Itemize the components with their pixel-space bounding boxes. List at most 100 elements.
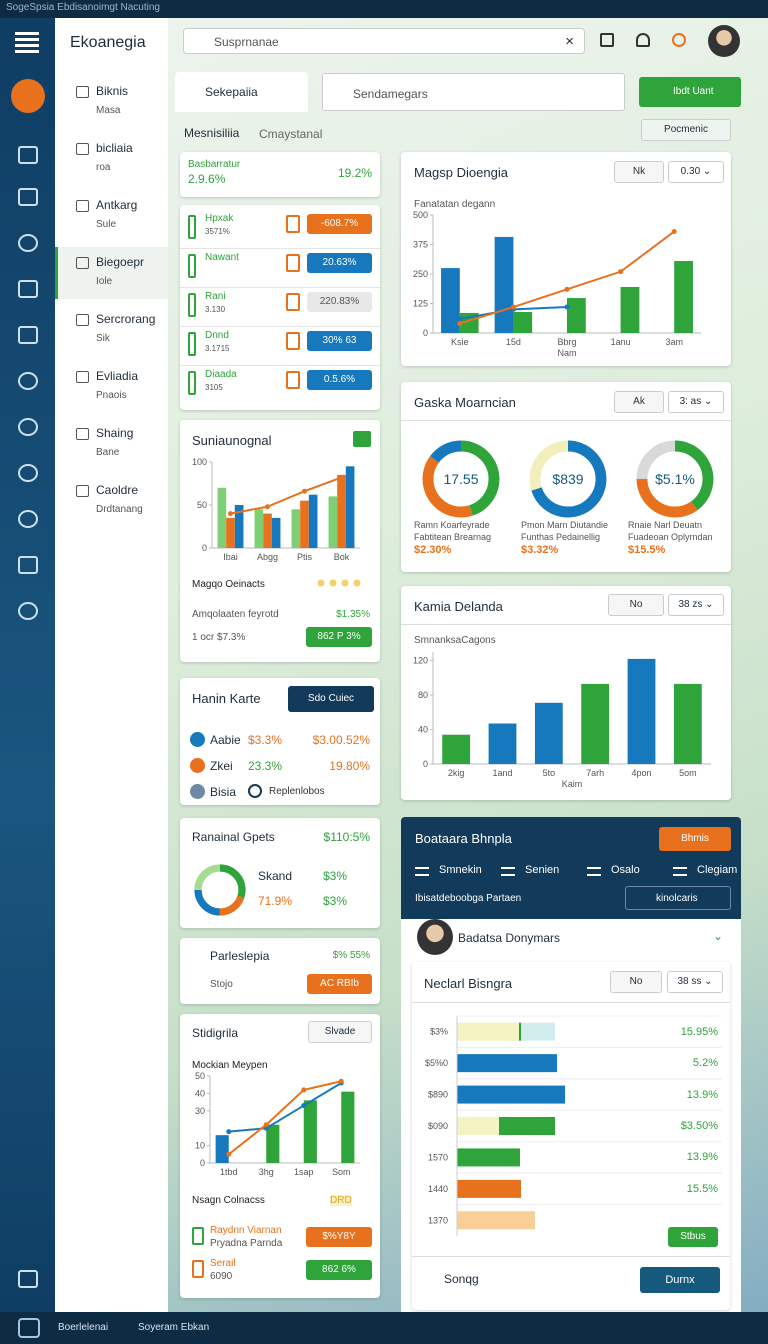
select[interactable]: 0.30 ⌄ bbox=[668, 161, 724, 183]
select-label: 0.30 bbox=[680, 166, 701, 177]
button[interactable]: Sdo Cuiec bbox=[288, 686, 374, 712]
button[interactable]: Slvade bbox=[308, 1021, 372, 1043]
menu-icon[interactable] bbox=[15, 32, 39, 35]
chip[interactable]: Nk bbox=[614, 161, 664, 183]
rail-icon[interactable] bbox=[18, 326, 38, 344]
icon[interactable] bbox=[600, 33, 614, 47]
nav-icon[interactable] bbox=[76, 428, 89, 440]
tab-label[interactable]: Clegiam bbox=[697, 864, 738, 876]
rail-icon[interactable] bbox=[18, 146, 38, 164]
tab-label[interactable]: Senien bbox=[525, 864, 560, 876]
rail-icon[interactable] bbox=[18, 556, 38, 574]
search-placeholder: Sendamegars bbox=[353, 87, 428, 101]
tab-icon[interactable] bbox=[501, 867, 515, 876]
nav-sub[interactable]: Iole bbox=[96, 276, 113, 287]
row-icon bbox=[188, 254, 196, 278]
button[interactable]: 862 P 3% bbox=[306, 627, 372, 647]
rail-icon[interactable] bbox=[18, 602, 38, 620]
row-label: Zkei bbox=[210, 759, 233, 773]
icon[interactable] bbox=[672, 33, 686, 47]
search-box-2[interactable]: Sendamegars bbox=[322, 73, 625, 111]
x-tick-label: Bbrg bbox=[557, 337, 576, 347]
primary-button[interactable]: Ibdt Uant bbox=[639, 77, 741, 107]
stidi-card: Stidigrila Slvade Mockian Meypen 0 10 30 40… bbox=[180, 1014, 380, 1298]
row-pill[interactable]: 20.63% bbox=[307, 253, 372, 273]
button[interactable]: Bhmis bbox=[659, 827, 731, 851]
button[interactable]: $%Y8Y bbox=[306, 1227, 372, 1247]
nav-sub[interactable]: Sik bbox=[96, 333, 110, 344]
nav-icon[interactable] bbox=[76, 143, 89, 155]
select[interactable]: 38 ss ⌄ bbox=[667, 971, 723, 993]
nav-label[interactable]: Antkarg bbox=[96, 198, 138, 212]
status-icon[interactable] bbox=[18, 1318, 40, 1338]
nav-icon[interactable] bbox=[76, 371, 89, 383]
row-icon bbox=[286, 293, 300, 311]
nav-label[interactable]: Caoldre bbox=[96, 483, 139, 497]
row-value: $3.00.52% bbox=[312, 733, 370, 747]
rail-icon[interactable] bbox=[18, 510, 38, 528]
search-box[interactable]: Susprnanae × bbox=[183, 28, 585, 54]
rail-icon[interactable] bbox=[18, 280, 38, 298]
tab-icon[interactable] bbox=[673, 867, 687, 876]
nav-icon[interactable] bbox=[76, 86, 89, 98]
rail-icon[interactable] bbox=[18, 234, 38, 252]
rail-icon[interactable] bbox=[18, 188, 38, 206]
chip[interactable]: Ak bbox=[614, 391, 664, 413]
point bbox=[618, 269, 624, 275]
nav-icon[interactable] bbox=[76, 257, 89, 269]
chip[interactable]: No bbox=[608, 594, 664, 616]
chart: 0 10 30 40 50 1tbd 3hg 1sap Som bbox=[195, 1071, 360, 1177]
row-pill[interactable]: 220.83% bbox=[307, 292, 372, 312]
tab-label[interactable]: Smnekin bbox=[439, 864, 482, 876]
apps-icon[interactable] bbox=[18, 1270, 38, 1288]
nav-sub[interactable]: Drdtanang bbox=[96, 504, 143, 515]
button[interactable]: Pocmenic bbox=[641, 119, 731, 141]
nav-sub[interactable]: Masa bbox=[96, 105, 121, 116]
clear-icon[interactable]: × bbox=[565, 33, 574, 50]
nav-sub[interactable]: roa bbox=[96, 162, 111, 173]
button[interactable]: Stbus bbox=[668, 1227, 718, 1247]
row-pill[interactable]: -608.7% bbox=[307, 214, 372, 234]
button[interactable]: Durnx bbox=[640, 1267, 720, 1293]
x-tick-label: Ksie bbox=[451, 337, 469, 347]
nav-label[interactable]: Evliadia bbox=[96, 369, 139, 383]
nav-label[interactable]: Shaing bbox=[96, 426, 134, 440]
bar bbox=[345, 466, 355, 548]
nav-sub[interactable]: Sule bbox=[96, 219, 117, 230]
avatar[interactable] bbox=[708, 25, 740, 57]
select[interactable]: 3: as ⌄ bbox=[668, 391, 724, 413]
chip[interactable]: No bbox=[610, 971, 662, 993]
tab[interactable]: Sekepaiia bbox=[175, 72, 308, 112]
nav-icon[interactable] bbox=[76, 314, 89, 326]
nav-icon[interactable] bbox=[76, 200, 89, 212]
nav-sub[interactable]: Bane bbox=[96, 447, 120, 458]
row-pill[interactable]: 30% 63 bbox=[307, 331, 372, 351]
goal-value: $110:5% bbox=[323, 830, 370, 844]
logo[interactable] bbox=[11, 79, 45, 113]
nav-sub[interactable]: Pnaois bbox=[96, 390, 127, 401]
rail-icon[interactable] bbox=[18, 372, 38, 390]
rail-icon[interactable] bbox=[18, 418, 38, 436]
row-label: Serail bbox=[210, 1258, 236, 1269]
tab-icon[interactable] bbox=[415, 867, 429, 876]
bar bbox=[226, 517, 235, 548]
check[interactable] bbox=[353, 431, 371, 447]
nav-label[interactable]: bicliaia bbox=[96, 141, 133, 155]
icon[interactable] bbox=[636, 33, 650, 47]
select[interactable]: 38 zs ⌄ bbox=[668, 594, 724, 616]
nav-label[interactable]: Sercrorang bbox=[96, 312, 156, 326]
nav-icon[interactable] bbox=[76, 485, 89, 497]
tab-label[interactable]: Osalo bbox=[611, 864, 640, 876]
nav-label[interactable]: Biegoepr bbox=[96, 255, 145, 269]
row-pill[interactable]: 0.5.6% bbox=[307, 370, 372, 390]
nav-label[interactable]: Biknis bbox=[96, 84, 129, 98]
select[interactable]: kinolcaris bbox=[625, 886, 731, 910]
button[interactable]: AC RBIb bbox=[307, 974, 372, 994]
expand-icon[interactable]: ⌄ bbox=[712, 929, 723, 943]
rail-icon[interactable] bbox=[18, 464, 38, 482]
row-value: 13.9% bbox=[686, 1088, 718, 1101]
tab-icon[interactable] bbox=[587, 867, 601, 876]
card-title: Kamia Delanda bbox=[414, 599, 503, 614]
button[interactable]: 862 6% bbox=[306, 1260, 372, 1280]
point bbox=[226, 1151, 232, 1157]
